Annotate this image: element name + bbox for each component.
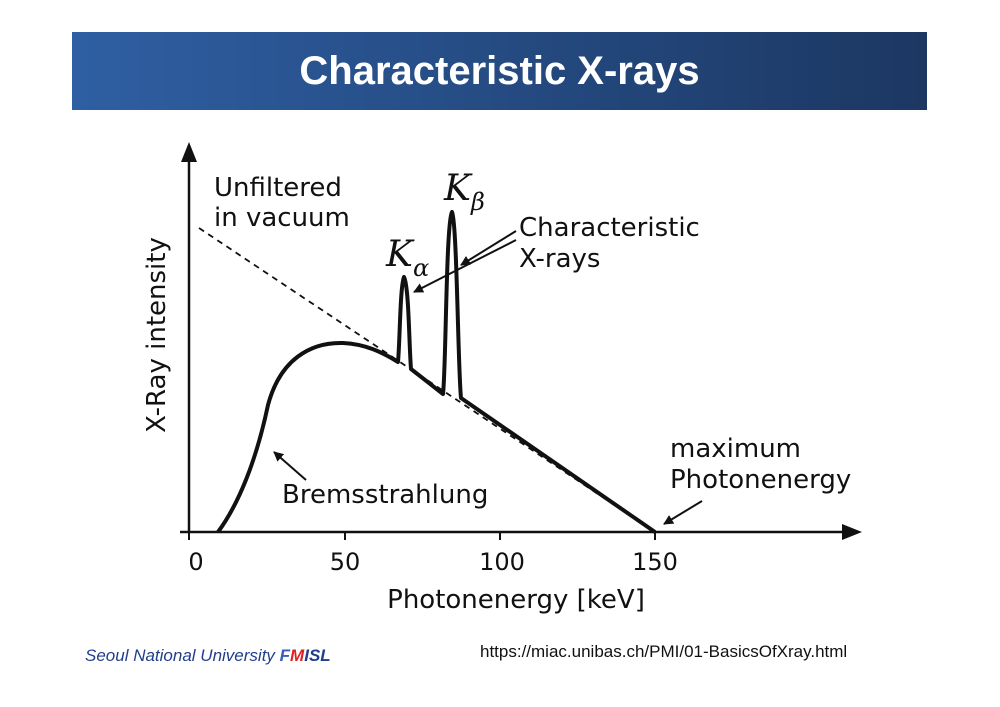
y-axis	[181, 142, 197, 532]
x-tick-label-50: 50	[330, 548, 361, 576]
x-tick-marks	[188, 532, 656, 540]
lab-letter-l: L	[320, 646, 331, 665]
k-beta-label: K β	[443, 168, 485, 216]
svg-text:K: K	[385, 234, 415, 275]
svg-text:K: K	[443, 168, 473, 209]
max-photonenergy-label-line1: maximum	[670, 434, 801, 464]
x-axis-label: Photonenergy [keV]	[387, 585, 645, 615]
unfiltered-label-line2: in vacuum	[214, 203, 350, 233]
characteristic-label-line2: X-rays	[519, 244, 600, 274]
lab-letter-f: F	[279, 646, 291, 665]
k-alpha-label: K α	[385, 234, 429, 282]
slide-title: Characteristic X-rays	[299, 48, 700, 93]
title-bar: Characteristic X-rays	[72, 32, 927, 110]
bremsstrahlung-label: Bremsstrahlung	[282, 480, 488, 510]
arrow-to-k-beta	[460, 230, 517, 266]
university-name: Seoul National University	[85, 646, 275, 665]
x-tick-label-100: 100	[479, 548, 525, 576]
source-url: https://miac.unibas.ch/PMI/01-BasicsOfXr…	[480, 642, 848, 661]
spectrum-curve	[216, 210, 657, 534]
y-axis-label: X-Ray intensity	[142, 237, 172, 433]
arrow-to-bremsstrahlung	[273, 451, 307, 481]
lab-letter-m: M	[290, 646, 305, 665]
x-axis	[180, 524, 862, 540]
x-tick-label-0: 0	[188, 548, 203, 576]
max-photonenergy-label-line2: Photonenergy	[670, 465, 851, 495]
arrow-to-k-alpha	[413, 239, 517, 293]
footer-university: Seoul National University FMISL	[85, 646, 331, 666]
x-tick-label-150: 150	[632, 548, 678, 576]
lab-letter-s: S	[308, 646, 321, 665]
arrow-to-max-photonenergy	[663, 500, 703, 525]
lab-logo: FMISL	[280, 646, 331, 665]
lab-letter-i: I	[304, 646, 309, 665]
characteristic-label-line1: Characteristic	[519, 213, 700, 243]
svg-text:β: β	[470, 188, 485, 216]
unfiltered-label-line1: Unfiltered	[214, 173, 342, 203]
svg-text:α: α	[413, 254, 429, 282]
